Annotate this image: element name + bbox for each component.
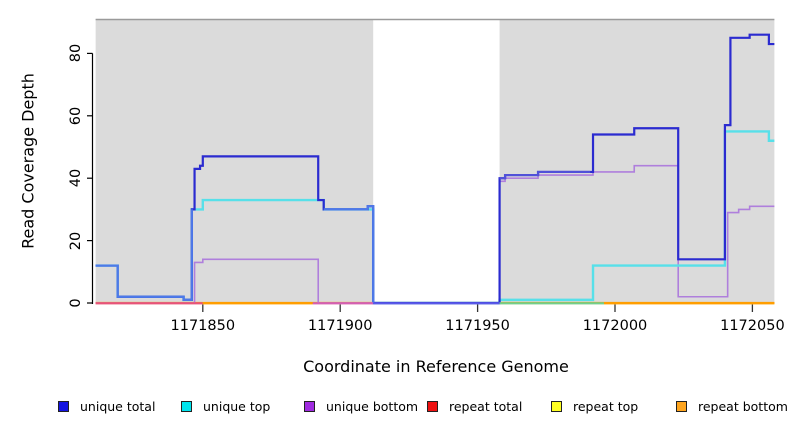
plot-background-region: [499, 19, 775, 304]
x-tick-label: 1171950: [445, 318, 510, 334]
x-tick-label: 1171850: [170, 318, 236, 334]
x-tick-label: 1171900: [307, 318, 373, 334]
series-line-overlap-bottom: [499, 170, 591, 180]
y-tick-label: 80: [68, 44, 84, 63]
plot-background-region: [95, 19, 374, 304]
y-tick-label: 60: [68, 106, 84, 126]
series-line-overlap-top: [95, 209, 193, 301]
x-tick-label: 1172000: [582, 318, 648, 334]
y-tick-label: 0: [68, 298, 84, 308]
series-line-overlap-top: [323, 205, 375, 303]
y-tick-label: 40: [68, 168, 84, 188]
series-line-unique-bottom: [95, 164, 775, 304]
y-axis-title: Read Coverage Depth: [18, 73, 38, 249]
x-axis-title: Coordinate in Reference Genome: [303, 357, 569, 376]
y-tick-label: 20: [68, 231, 84, 250]
x-tick-label: 1172050: [720, 318, 785, 334]
